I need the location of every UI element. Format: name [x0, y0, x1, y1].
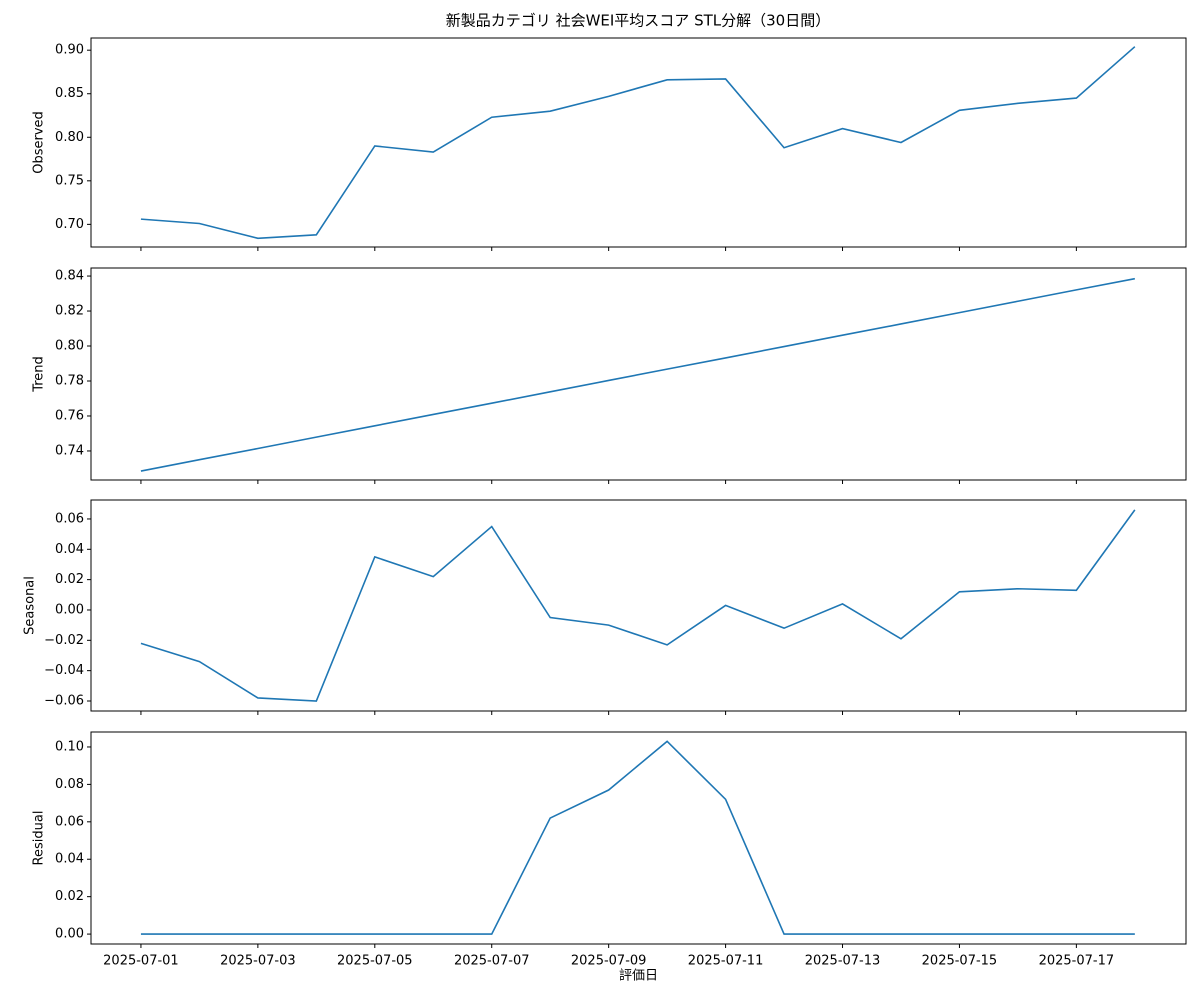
x-tick-label: 2025-07-05	[337, 954, 413, 969]
series-line	[140, 509, 1136, 702]
y-tick-label: 0.04	[55, 852, 84, 867]
y-axis-label: Trend	[32, 356, 47, 393]
y-tick-label: 0.10	[55, 739, 84, 754]
y-tick-label: 0.84	[55, 269, 84, 284]
y-tick-label: 0.06	[55, 511, 84, 526]
y-tick-label: 0.00	[55, 602, 84, 617]
y-tick-label: −0.02	[44, 633, 84, 648]
x-tick-label: 2025-07-07	[454, 954, 530, 969]
y-tick-label: 0.78	[55, 373, 84, 388]
x-tick-label: 2025-07-09	[571, 954, 647, 969]
x-tick-label: 2025-07-13	[805, 954, 881, 969]
x-tick-label: 2025-07-15	[922, 954, 998, 969]
series-line	[140, 740, 1135, 935]
y-tick-label: 0.02	[55, 572, 84, 587]
x-tick-label: 2025-07-17	[1039, 954, 1115, 969]
y-tick-label: 0.80	[55, 339, 84, 354]
y-tick-label: 0.75	[55, 173, 84, 188]
series-line	[140, 277, 1135, 472]
y-tick-label: 0.76	[55, 408, 84, 423]
chart-title: 新製品カテゴリ 社会WEI平均スコア STL分解（30日間）	[446, 12, 830, 30]
plot-frame	[90, 267, 1187, 481]
x-tick-label: 2025-07-11	[688, 954, 764, 969]
plot-frame	[90, 499, 1187, 712]
x-tick-label: 2025-07-03	[220, 954, 296, 969]
y-tick-label: 0.85	[55, 86, 84, 101]
y-tick-label: 0.02	[55, 889, 84, 904]
y-tick-label: 0.70	[55, 217, 84, 232]
y-axis-label: Residual	[32, 811, 47, 866]
y-tick-label: 0.82	[55, 304, 84, 319]
y-tick-label: 0.00	[55, 927, 84, 942]
series-line	[140, 46, 1136, 240]
x-axis-label: 評価日	[619, 969, 658, 984]
y-tick-label: 0.06	[55, 814, 84, 829]
y-tick-label: −0.04	[44, 663, 84, 678]
y-axis-label: Seasonal	[23, 576, 38, 635]
y-tick-label: 0.08	[55, 777, 84, 792]
y-tick-label: 0.80	[55, 130, 84, 145]
y-tick-label: 0.74	[55, 443, 84, 458]
x-tick-label: 2025-07-01	[103, 954, 179, 969]
plot-frame	[90, 731, 1187, 945]
plot-frame	[90, 37, 1187, 248]
y-tick-label: −0.06	[44, 693, 84, 708]
y-tick-label: 0.04	[55, 542, 84, 557]
y-axis-label: Observed	[32, 111, 47, 174]
y-tick-label: 0.90	[55, 43, 84, 58]
